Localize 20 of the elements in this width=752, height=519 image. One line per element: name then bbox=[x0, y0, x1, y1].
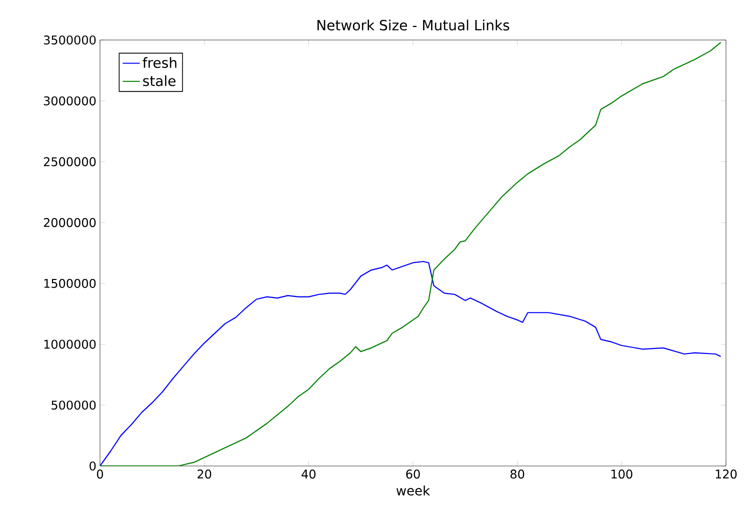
x-tick-label: 20 bbox=[198, 470, 212, 479]
x-tick-label: 0 bbox=[96, 470, 104, 479]
chart-title: Network Size - Mutual Links bbox=[317, 20, 510, 30]
x-tick-label: 100 bbox=[612, 470, 632, 479]
y-tick-label: 2000000 bbox=[44, 218, 96, 228]
x-axis-title: week bbox=[396, 485, 430, 496]
x-tick-label: 40 bbox=[302, 470, 316, 479]
legend-label: stale bbox=[143, 75, 176, 86]
line-series bbox=[100, 260, 722, 466]
y-tick-label: 0 bbox=[90, 461, 96, 471]
y-tick-label: 1500000 bbox=[44, 278, 96, 288]
legend-label: fresh bbox=[142, 57, 176, 68]
x-tick-label: 60 bbox=[406, 470, 420, 479]
x-tick-label: 80 bbox=[510, 470, 524, 479]
y-tick-label: 1000000 bbox=[44, 340, 96, 349]
x-tick-label: 120 bbox=[716, 470, 737, 479]
y-tick-label: 2500000 bbox=[44, 157, 96, 166]
y-tick-label: 3500000 bbox=[44, 35, 96, 45]
y-tick-label: 500000 bbox=[52, 400, 96, 410]
y-tick-label: 3000000 bbox=[44, 96, 96, 106]
